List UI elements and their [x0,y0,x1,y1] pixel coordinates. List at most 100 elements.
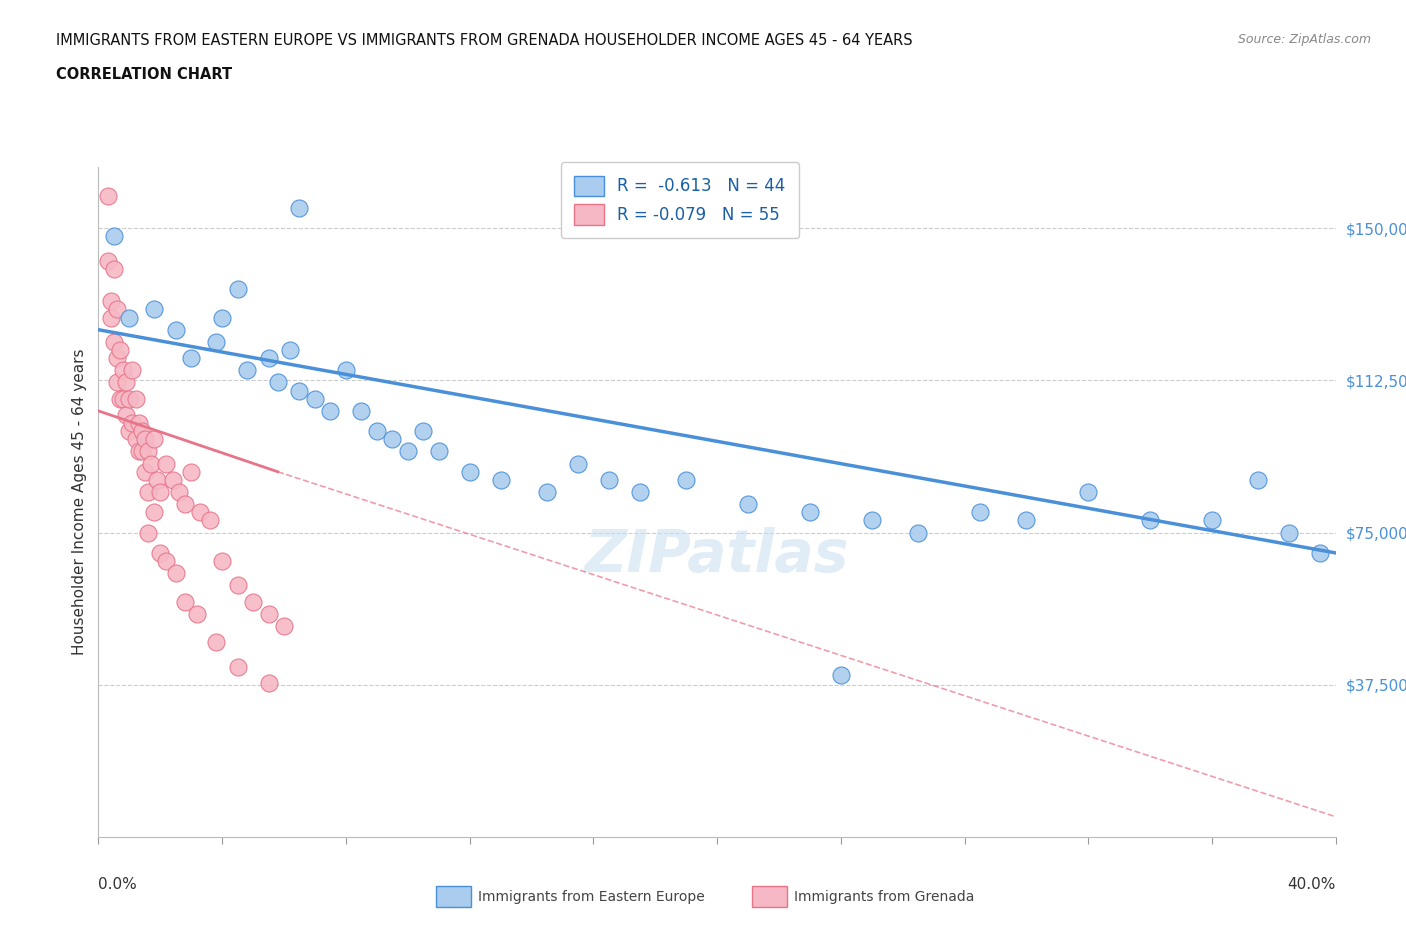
Point [190,505,212,520]
Point [124,432,146,446]
Point [121,363,143,378]
Point [105,302,128,317]
Point [489,472,512,487]
Point [103,335,125,350]
Point [1201,513,1223,528]
Point [567,457,589,472]
Point [131,424,153,439]
Point [226,659,249,674]
Point [366,424,388,439]
Text: Immigrants from Grenada: Immigrants from Grenada [794,889,974,904]
Point [267,375,290,390]
Point [112,392,135,406]
Point [257,606,280,621]
Text: Source: ZipAtlas.com: Source: ZipAtlas.com [1237,33,1371,46]
Point [108,342,131,357]
Point [628,485,651,499]
Point [143,505,166,520]
Point [100,294,122,309]
Point [180,351,202,365]
Point [257,351,280,365]
Point [830,667,852,682]
Point [149,546,172,561]
Text: IMMIGRANTS FROM EASTERN EUROPE VS IMMIGRANTS FROM GRENADA HOUSEHOLDER INCOME AGE: IMMIGRANTS FROM EASTERN EUROPE VS IMMIGR… [56,33,912,47]
Point [598,472,620,487]
Point [278,342,301,357]
Text: CORRELATION CHART: CORRELATION CHART [56,67,232,82]
Point [1247,472,1270,487]
Point [128,444,150,458]
Point [134,464,156,479]
Point [139,457,162,472]
Point [458,464,481,479]
Point [165,323,187,338]
Point [288,383,311,398]
Point [174,497,197,512]
Point [118,392,141,406]
Point [288,201,311,216]
Point [174,594,197,609]
Point [100,310,122,325]
Point [146,472,169,487]
Point [257,675,280,690]
Point [304,392,326,406]
Point [319,404,342,418]
Point [205,335,228,350]
Point [103,229,125,244]
Text: 0.0%: 0.0% [98,877,138,892]
Point [149,140,172,154]
Point [186,606,208,621]
Text: ZIPatlas: ZIPatlas [585,527,849,584]
Y-axis label: Householder Income Ages 45 - 64 years: Householder Income Ages 45 - 64 years [72,349,87,656]
Point [969,505,991,520]
Point [211,310,233,325]
Point [118,310,141,325]
Text: Immigrants from Eastern Europe: Immigrants from Eastern Europe [478,889,704,904]
Point [143,432,166,446]
Point [412,424,434,439]
Point [1309,546,1331,561]
Point [907,525,929,540]
Point [155,553,177,568]
Point [131,444,153,458]
Point [799,505,821,520]
Point [136,525,159,540]
Point [211,553,233,568]
Point [1077,485,1099,499]
Point [118,424,141,439]
Point [1015,513,1038,528]
Point [226,578,249,592]
Point [335,363,357,378]
Point [242,594,264,609]
Point [128,416,150,431]
Point [136,485,159,499]
Point [108,392,131,406]
Point [165,565,187,580]
Point [180,464,202,479]
Point [167,485,190,499]
Point [198,513,221,528]
Point [162,472,184,487]
Point [536,485,558,499]
Point [149,485,172,499]
Point [124,392,146,406]
Point [121,416,143,431]
Point [350,404,373,418]
Point [860,513,883,528]
Point [155,457,177,472]
Point [396,444,419,458]
Point [134,432,156,446]
Point [675,472,697,487]
Point [103,261,125,276]
Point [115,375,138,390]
Point [737,497,759,512]
Point [226,282,249,297]
Point [381,432,404,446]
Legend: R =  -0.613   N = 44, R = -0.079   N = 55: R = -0.613 N = 44, R = -0.079 N = 55 [561,163,799,238]
Point [273,618,295,633]
Point [105,375,128,390]
Point [105,351,128,365]
Point [1278,525,1301,540]
Point [97,253,120,268]
Text: 40.0%: 40.0% [1288,877,1336,892]
